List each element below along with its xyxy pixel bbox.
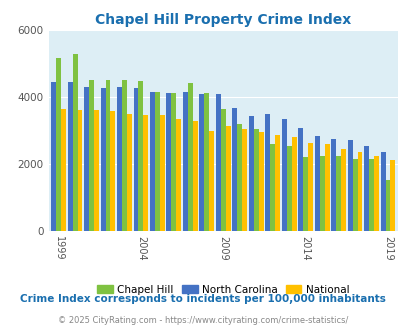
Bar — [258, 132, 263, 231]
Bar — [192, 121, 197, 231]
Bar — [171, 93, 176, 231]
Bar — [61, 109, 66, 231]
Bar — [291, 137, 296, 231]
Bar — [270, 144, 275, 231]
Bar — [324, 144, 329, 231]
Bar — [72, 54, 77, 231]
Bar — [77, 110, 82, 231]
Bar — [105, 81, 110, 231]
Bar — [199, 94, 204, 231]
Bar — [314, 136, 319, 231]
Bar — [335, 156, 340, 231]
Bar — [253, 129, 258, 231]
Bar — [143, 115, 148, 231]
Bar — [122, 81, 127, 231]
Bar — [330, 139, 335, 231]
Text: © 2025 CityRating.com - https://www.cityrating.com/crime-statistics/: © 2025 CityRating.com - https://www.city… — [58, 316, 347, 325]
Bar — [232, 108, 237, 231]
Bar — [117, 87, 122, 231]
Bar — [373, 156, 378, 231]
Legend: Chapel Hill, North Carolina, National: Chapel Hill, North Carolina, National — [93, 280, 352, 299]
Bar — [281, 118, 286, 231]
Bar — [56, 58, 61, 231]
Bar — [155, 92, 160, 231]
Bar — [84, 87, 89, 231]
Bar — [385, 180, 390, 231]
Bar — [209, 131, 214, 231]
Title: Chapel Hill Property Crime Index: Chapel Hill Property Crime Index — [95, 13, 351, 27]
Bar — [183, 92, 188, 231]
Bar — [138, 82, 143, 231]
Bar — [242, 129, 247, 231]
Bar — [248, 116, 253, 231]
Bar — [110, 111, 115, 231]
Bar — [127, 114, 132, 231]
Bar — [51, 82, 56, 231]
Bar — [319, 156, 324, 231]
Bar — [379, 152, 385, 231]
Bar — [275, 135, 279, 231]
Bar — [220, 109, 225, 231]
Bar — [225, 126, 230, 231]
Bar — [286, 146, 291, 231]
Bar — [94, 110, 99, 231]
Bar — [357, 152, 362, 231]
Bar — [160, 115, 164, 231]
Text: Crime Index corresponds to incidents per 100,000 inhabitants: Crime Index corresponds to incidents per… — [20, 294, 385, 304]
Bar — [340, 149, 345, 231]
Bar — [215, 94, 220, 231]
Bar — [264, 114, 270, 231]
Bar — [204, 93, 209, 231]
Bar — [176, 119, 181, 231]
Bar — [363, 147, 368, 231]
Bar — [133, 88, 138, 231]
Bar — [390, 160, 394, 231]
Bar — [237, 124, 242, 231]
Bar — [307, 143, 312, 231]
Bar — [166, 93, 171, 231]
Bar — [68, 82, 72, 231]
Bar — [89, 80, 94, 231]
Bar — [368, 159, 373, 231]
Bar — [303, 157, 307, 231]
Bar — [188, 83, 192, 231]
Bar — [347, 141, 352, 231]
Bar — [100, 88, 105, 231]
Bar — [149, 92, 155, 231]
Bar — [298, 128, 303, 231]
Bar — [352, 158, 357, 231]
